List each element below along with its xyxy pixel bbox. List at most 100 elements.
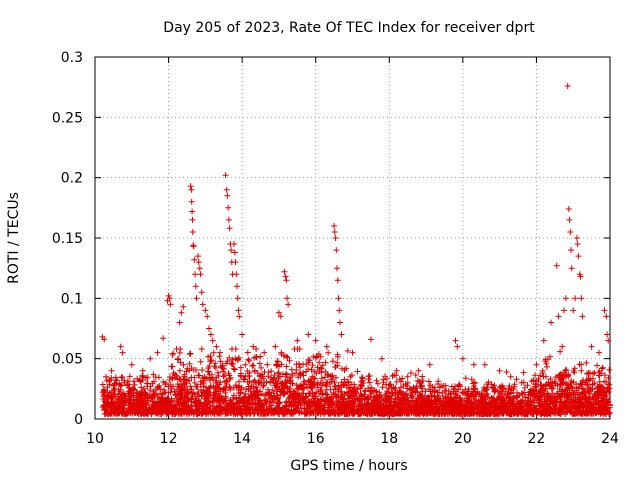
x-tick-label: 20 [454,431,472,447]
y-axis-label: ROTI / TECUs [6,192,22,284]
roti-point [570,307,577,314]
roti-point [206,325,212,332]
x-tick-label: 12 [160,431,178,447]
roti-point [579,313,586,320]
roti-point [334,277,341,284]
roti-point [187,183,194,190]
roti-point [250,343,257,350]
roti-point [588,343,595,350]
roti-point [189,216,196,223]
roti-point [128,361,135,368]
roti-point [234,283,240,290]
x-tick-label: 16 [307,431,325,447]
roti-point [209,337,216,344]
roti-point [601,307,608,314]
roti-point [283,277,290,284]
x-tick-label: 22 [528,431,546,447]
roti-point [533,361,540,368]
roti-point [117,343,124,350]
roti-point [180,303,187,310]
roti-point [518,379,525,386]
roti-point [562,295,569,302]
x-axis-label: GPS time / hours [290,458,407,474]
roti-point [553,262,560,269]
roti-point [367,336,374,343]
roti-point [604,331,611,338]
roti-point [568,265,575,272]
roti-point [195,253,201,260]
roti-point [578,295,585,302]
roti-point [193,295,200,302]
chart-title: Day 205 of 2023, Rate Of TEC Index for r… [163,20,535,36]
roti-point [147,355,154,362]
grid-lines [95,57,610,419]
roti-point [101,336,108,343]
roti-point [224,192,231,199]
roti-point [189,229,196,235]
roti-point [294,337,301,344]
roti-point [160,335,167,342]
roti-point [204,313,211,320]
axis-ticks: 10 12 14 16 18 20 22 24 0 0.05 0.1 0.15 0.2 0.25 0.3 [52,50,619,447]
roti-point [222,172,229,179]
roti-point [236,313,243,320]
roti-point [559,343,566,350]
roti-point [481,361,488,368]
roti-point [334,265,340,272]
dense-points-layer [99,346,613,418]
roti-point [540,337,547,344]
roti-point [548,319,555,326]
x-tick-label: 24 [601,431,619,447]
roti-point [190,243,197,250]
roti-point [202,307,209,314]
roti-point [234,295,241,302]
roti-point [564,83,571,89]
roti-point [108,367,115,374]
roti-point [195,259,202,266]
roti-point [167,301,174,308]
roti-point [281,268,288,275]
roti-point [337,319,343,326]
roti-point [197,271,204,278]
roti-point [192,283,199,290]
roti-point [196,265,203,272]
roti-point [459,355,466,362]
roti-point [336,307,343,314]
roti-point [139,367,146,374]
roti-point [284,295,290,302]
roti-point [404,373,411,380]
roti-point [574,241,581,247]
roti-point [454,343,461,350]
roti-point [191,256,198,263]
data-points [99,83,612,386]
roti-point [277,313,284,320]
roti-point [231,241,237,247]
roti-point [331,229,338,235]
roti-point [192,271,199,278]
roti-point [198,289,205,296]
y-tick-label: 0 [74,412,83,428]
x-tick-label: 10 [86,431,104,447]
roti-point [225,204,232,211]
roti-point [573,235,580,241]
roti-point [312,337,319,344]
roti-point [178,309,185,316]
y-tick-label: 0.15 [52,231,83,247]
roti-point [323,343,330,350]
roti-point [566,216,573,223]
roti-point [233,271,240,278]
roti-point [378,355,385,362]
roti-point [207,331,214,338]
roti-point [393,367,400,374]
roti-point [572,295,579,302]
roti-point [426,361,433,368]
roti-point [217,349,224,356]
roti-point [285,301,292,308]
roti-point [338,331,345,338]
roti-point [119,349,126,356]
roti-point [166,295,173,302]
roti-point [213,343,220,350]
roti-point [596,349,602,356]
roti-point [103,373,109,380]
